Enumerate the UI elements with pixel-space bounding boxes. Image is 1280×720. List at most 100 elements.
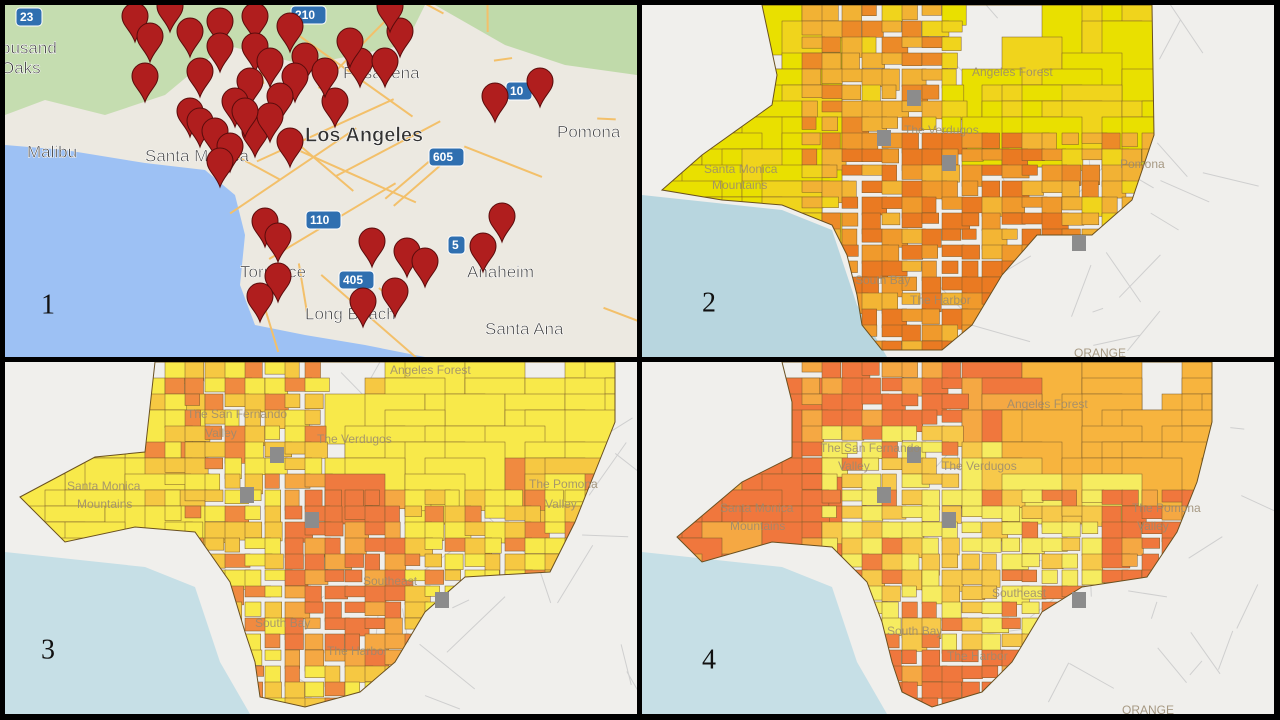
hills <box>435 5 637 75</box>
pin <box>246 282 274 324</box>
area-label: Southeast <box>992 586 1047 600</box>
road <box>493 57 513 62</box>
map-panel: Angeles Forest The San Fernando Valley The … <box>642 362 1274 714</box>
road <box>1105 252 1142 303</box>
district <box>184 489 208 502</box>
road <box>1218 630 1234 670</box>
map-panel: Angeles Forest The San Fernando Valley The … <box>5 362 637 714</box>
district <box>504 489 523 508</box>
area-label: Pomona <box>1120 157 1165 171</box>
district <box>204 457 223 470</box>
district <box>304 553 325 572</box>
district <box>1061 553 1078 569</box>
pin <box>381 277 409 319</box>
unincorporated <box>877 130 891 146</box>
district <box>901 425 917 441</box>
district <box>961 212 980 227</box>
road <box>452 599 470 609</box>
district <box>264 473 280 489</box>
area-label: Valley <box>838 459 870 473</box>
highway-label: 10 <box>510 84 524 98</box>
district <box>364 585 387 605</box>
district <box>304 665 327 678</box>
district <box>801 132 821 146</box>
ocean <box>5 145 425 357</box>
unincorporated <box>942 512 956 528</box>
district <box>901 292 921 305</box>
district <box>881 20 902 33</box>
road <box>557 545 594 604</box>
ocean <box>642 195 887 357</box>
district <box>941 36 962 51</box>
district <box>1001 537 1020 552</box>
road <box>229 127 357 215</box>
pin <box>311 57 339 99</box>
highway-label: 110 <box>310 213 330 227</box>
road <box>419 643 476 690</box>
district <box>941 601 962 621</box>
district <box>1081 489 1105 503</box>
district <box>424 537 443 550</box>
district <box>981 132 1000 149</box>
district <box>821 116 838 131</box>
district <box>841 212 859 227</box>
district <box>961 148 984 162</box>
unincorporated <box>1072 592 1086 608</box>
panel-number: 1 <box>41 289 55 320</box>
district <box>444 553 464 570</box>
area-label: The Harbor <box>910 293 971 307</box>
district <box>364 489 380 506</box>
district <box>1001 489 1026 508</box>
district <box>881 164 897 184</box>
pin <box>526 67 554 109</box>
unincorporated <box>877 487 891 503</box>
district <box>921 521 946 537</box>
district <box>861 362 880 376</box>
district <box>981 569 1001 588</box>
district <box>344 537 367 555</box>
district <box>524 537 548 554</box>
place-label: Anaheim <box>467 262 534 281</box>
district <box>841 148 864 162</box>
district <box>841 409 864 427</box>
pin <box>256 102 284 144</box>
district <box>1061 521 1081 538</box>
area-label: Santa Monica <box>67 479 141 493</box>
district <box>344 553 364 568</box>
district <box>324 505 343 524</box>
district <box>961 505 986 517</box>
district <box>801 521 823 539</box>
road <box>1241 495 1274 512</box>
district <box>1021 601 1040 614</box>
district <box>204 489 224 502</box>
district <box>484 537 502 554</box>
district <box>941 20 963 33</box>
district <box>921 196 937 214</box>
district <box>901 585 917 598</box>
district <box>941 441 959 456</box>
district <box>921 505 940 522</box>
area-label: Valley <box>1137 519 1169 533</box>
pin <box>206 7 234 49</box>
road <box>1150 601 1158 619</box>
road <box>300 150 417 204</box>
area-label: South Bay <box>855 273 910 287</box>
place-label: Santa Ana <box>485 319 564 338</box>
ocean <box>642 552 887 714</box>
district <box>861 20 884 38</box>
road <box>1189 660 1203 676</box>
district <box>961 244 980 260</box>
district <box>424 505 444 524</box>
district <box>284 393 301 409</box>
district <box>801 36 825 49</box>
road <box>1157 647 1187 683</box>
area-label: The Harbor <box>947 649 1008 663</box>
district <box>921 36 945 49</box>
road <box>1071 264 1092 317</box>
unincorporated <box>907 90 921 106</box>
district <box>961 585 986 600</box>
ocean <box>5 552 250 714</box>
district <box>264 377 288 396</box>
district <box>801 116 817 130</box>
